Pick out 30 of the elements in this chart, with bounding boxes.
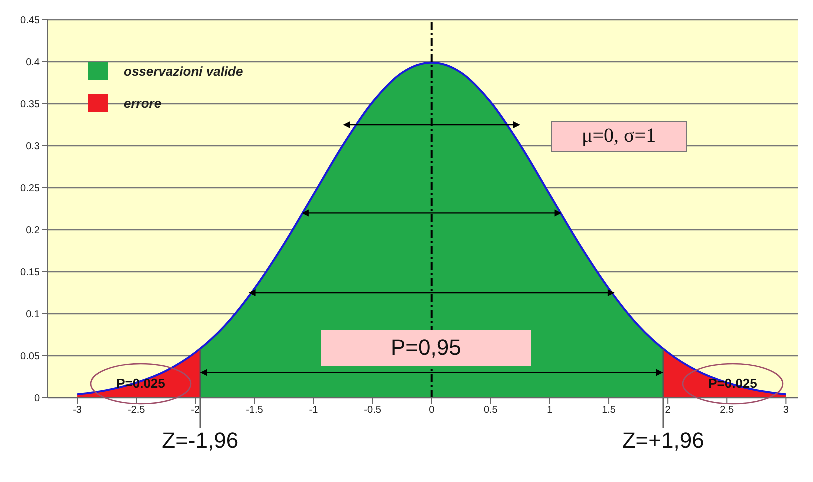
x-tick-label: 1 [547,405,554,416]
y-tick-label: 0.1 [26,310,40,321]
label-box: P=0,95 [321,330,532,366]
y-tick-label: 0.05 [20,352,40,363]
y-tick-label: 0.4 [26,58,40,69]
x-tick-label: 3 [783,405,790,416]
x-tick-label: -3 [73,405,82,416]
y-tick-label: 0.25 [20,184,40,195]
legend-label: osservazioni valide [124,64,244,78]
y-tick-label: 0.15 [20,268,40,279]
y-tick-label: 0.35 [20,100,40,111]
y-tick-label: 0.45 [20,16,40,27]
x-tick-label: -1.5 [246,405,264,416]
x-tick-label: -1 [309,405,319,416]
x-tick-label: 0.5 [484,405,498,416]
x-tick-label: 0 [429,405,436,416]
ref-line-label: Z=-1,96 [161,428,240,454]
y-tick-label: 0.2 [26,226,40,237]
x-tick-label: 2 [665,405,672,416]
x-tick-label: 1.5 [602,405,616,416]
y-tick-label: 0.3 [26,142,40,153]
line-series [76,62,788,396]
x-tick-label: -0.5 [364,405,382,416]
x-tick-label: -2 [191,405,201,416]
x-tick-label: 2.5 [720,405,735,416]
annotation: P=0.025 [708,376,758,391]
y-tick-label: 0 [34,394,40,405]
label-box: μ=0, σ=1 [551,121,688,152]
x-tick-label: -2.5 [128,405,146,416]
ref-line-label: Z=+1,96 [621,428,706,454]
